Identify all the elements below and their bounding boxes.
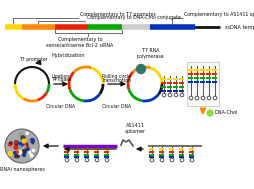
Circle shape [19, 144, 23, 148]
Circle shape [25, 143, 28, 146]
Text: transcription: transcription [102, 78, 131, 83]
Circle shape [180, 93, 183, 97]
Circle shape [188, 96, 192, 100]
Circle shape [19, 133, 23, 137]
Circle shape [21, 145, 24, 148]
Circle shape [173, 93, 177, 97]
Circle shape [8, 142, 12, 146]
Circle shape [65, 158, 69, 162]
Text: T7 promoter: T7 promoter [19, 57, 47, 62]
Circle shape [17, 144, 18, 146]
Circle shape [75, 158, 78, 162]
FancyBboxPatch shape [186, 62, 218, 106]
Circle shape [19, 144, 21, 146]
Circle shape [32, 149, 35, 152]
Circle shape [28, 152, 30, 154]
Circle shape [162, 93, 165, 97]
Circle shape [5, 129, 39, 163]
Circle shape [169, 158, 173, 162]
Circle shape [22, 146, 25, 149]
Circle shape [15, 155, 17, 158]
Circle shape [25, 146, 29, 149]
Circle shape [200, 96, 204, 100]
Circle shape [22, 146, 24, 149]
Circle shape [21, 145, 23, 147]
Text: T7 RNA
polymerase: T7 RNA polymerase [137, 48, 164, 59]
Text: Complementary to DNA-Chol conjugate: Complementary to DNA-Chol conjugate [87, 15, 180, 19]
Circle shape [20, 144, 23, 147]
Circle shape [15, 143, 18, 146]
Circle shape [22, 150, 26, 153]
Circle shape [194, 96, 198, 100]
Circle shape [28, 140, 30, 142]
Text: Ligation: Ligation [52, 74, 70, 79]
Circle shape [85, 158, 88, 162]
Text: T4 ligase: T4 ligase [51, 77, 71, 83]
Circle shape [8, 152, 12, 156]
Text: RNAi nanospheres: RNAi nanospheres [0, 167, 44, 172]
Circle shape [206, 110, 212, 116]
Circle shape [15, 153, 19, 157]
Circle shape [136, 64, 145, 74]
Circle shape [16, 155, 19, 158]
Circle shape [168, 93, 171, 97]
Circle shape [105, 158, 108, 162]
Circle shape [207, 96, 210, 100]
Text: ssDNA template: ssDNA template [224, 25, 254, 29]
Text: Complementary to AS1411 aptamer: Complementary to AS1411 aptamer [183, 12, 254, 17]
Circle shape [19, 143, 21, 144]
Circle shape [150, 158, 153, 162]
Circle shape [20, 152, 23, 155]
Circle shape [21, 139, 23, 142]
Circle shape [23, 150, 26, 154]
Circle shape [14, 141, 18, 144]
Circle shape [17, 151, 18, 153]
Circle shape [18, 144, 20, 147]
Circle shape [18, 151, 22, 154]
Circle shape [22, 139, 26, 143]
Text: Complementary to
sense/antisense Bcl-2 siRNA: Complementary to sense/antisense Bcl-2 s… [46, 37, 113, 48]
Circle shape [33, 153, 35, 155]
Circle shape [22, 140, 24, 143]
Text: Circular DNA: Circular DNA [102, 104, 131, 109]
Circle shape [14, 152, 16, 154]
Circle shape [22, 150, 25, 153]
Circle shape [20, 143, 23, 146]
Circle shape [160, 158, 163, 162]
Circle shape [22, 144, 25, 148]
Circle shape [14, 146, 16, 148]
Circle shape [212, 96, 216, 100]
Text: Hybridization: Hybridization [52, 53, 85, 57]
Circle shape [10, 142, 12, 144]
Circle shape [30, 154, 33, 157]
Circle shape [26, 148, 29, 150]
Circle shape [23, 154, 25, 156]
Circle shape [95, 158, 98, 162]
Circle shape [15, 145, 17, 147]
Circle shape [26, 132, 28, 134]
Circle shape [16, 143, 18, 146]
Circle shape [15, 142, 17, 144]
Circle shape [21, 150, 24, 152]
Circle shape [21, 136, 25, 140]
Circle shape [14, 146, 18, 149]
Circle shape [19, 144, 22, 147]
Text: AS1411
aptamer: AS1411 aptamer [124, 123, 145, 134]
Text: Complementary to T7 promoter: Complementary to T7 promoter [80, 12, 155, 17]
Circle shape [32, 142, 34, 144]
Circle shape [21, 145, 23, 147]
Circle shape [180, 158, 183, 162]
Circle shape [23, 146, 25, 149]
Circle shape [23, 142, 26, 145]
Circle shape [24, 146, 26, 147]
Circle shape [189, 158, 193, 162]
Text: DNA-Chol: DNA-Chol [214, 111, 237, 115]
Text: Circular DNA: Circular DNA [46, 104, 75, 109]
Circle shape [30, 139, 34, 143]
Text: Rolling circle: Rolling circle [102, 74, 131, 79]
